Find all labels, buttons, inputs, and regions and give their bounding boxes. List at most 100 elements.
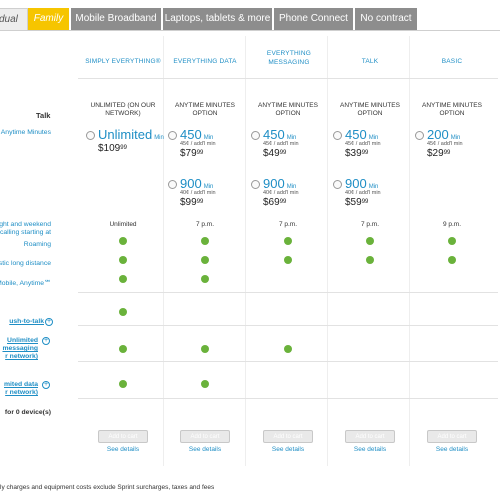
minutes-unit: Min bbox=[368, 135, 379, 141]
included-check-icon bbox=[201, 256, 209, 264]
plan-subheading: ANYTIME MINUTES OPTION bbox=[340, 102, 400, 117]
minutes-unit: Min bbox=[154, 135, 164, 141]
row-label-push-to-talk[interactable]: ush-to-talk bbox=[9, 318, 44, 325]
plan-subheading: UNLIMITED (ON OUR NETWORK) bbox=[90, 102, 156, 117]
plan-name-talk[interactable]: TALK bbox=[361, 58, 379, 65]
tab-label: Phone Connect bbox=[279, 13, 348, 24]
plan-name-everything-data[interactable]: EVERYTHING DATA bbox=[173, 58, 237, 65]
included-check-icon bbox=[448, 237, 456, 245]
row-label-unlimited-data[interactable]: mited data bbox=[4, 381, 38, 388]
additional-minute-rate: 45¢ / add'l min bbox=[263, 141, 299, 147]
plan-name-basic[interactable]: BASIC bbox=[441, 58, 463, 65]
plan-price-cents: 99 bbox=[196, 199, 204, 205]
see-details-link[interactable]: See details bbox=[188, 446, 222, 453]
included-check-icon bbox=[119, 380, 127, 388]
tab-label: dual bbox=[0, 14, 18, 25]
tab-phone-connect[interactable]: Phone Connect bbox=[274, 8, 354, 30]
minutes-amount: 450 bbox=[263, 127, 285, 142]
plan-price: $49 bbox=[263, 148, 280, 159]
row-label-devices: for 0 device(s) bbox=[4, 409, 51, 416]
included-check-icon bbox=[119, 275, 127, 283]
night-weekend-value: 9 p.m. bbox=[442, 221, 462, 228]
plan-price: $99 bbox=[180, 197, 197, 208]
plan-price: $59 bbox=[345, 197, 362, 208]
radio-button[interactable] bbox=[251, 131, 260, 140]
tab-no-contract[interactable]: No contract bbox=[355, 8, 418, 30]
add-to-cart-button[interactable]: Add to cart bbox=[263, 430, 313, 443]
divider bbox=[78, 361, 498, 362]
minutes-unit: Min bbox=[286, 184, 297, 190]
plan-price: $29 bbox=[427, 148, 444, 159]
night-weekend-value: 7 p.m. bbox=[195, 221, 215, 228]
included-check-icon bbox=[284, 237, 292, 245]
plan-subheading: ANYTIME MINUTES OPTION bbox=[258, 102, 318, 117]
included-check-icon bbox=[284, 256, 292, 264]
radio-button[interactable] bbox=[168, 131, 177, 140]
see-details-link[interactable]: See details bbox=[106, 446, 140, 453]
minutes-unit: Min bbox=[286, 135, 297, 141]
plan-name-everything-messaging[interactable]: EVERYTHING MESSAGING bbox=[266, 50, 312, 66]
expand-plus-icon[interactable]: + bbox=[42, 337, 50, 345]
tab-mobile-broadband[interactable]: Mobile Broadband bbox=[71, 8, 162, 30]
plan-name-simply-everything[interactable]: SIMPLY EVERYTHING® bbox=[85, 58, 161, 65]
expand-plus-icon[interactable]: + bbox=[42, 381, 50, 389]
included-check-icon bbox=[201, 237, 209, 245]
plan-price: $79 bbox=[180, 148, 197, 159]
tab-label: Family bbox=[33, 13, 64, 24]
radio-button[interactable] bbox=[415, 131, 424, 140]
included-check-icon bbox=[284, 345, 292, 353]
row-label-long-distance: stic long distance bbox=[0, 260, 51, 267]
included-check-icon bbox=[119, 237, 127, 245]
add-to-cart-button[interactable]: Add to cart bbox=[427, 430, 477, 443]
minutes-amount: 450 bbox=[180, 127, 202, 142]
plan-price-cents: 99 bbox=[279, 150, 287, 156]
minutes-unit: Min bbox=[203, 135, 214, 141]
included-check-icon bbox=[119, 345, 127, 353]
plan-subheading: ANYTIME MINUTES OPTION bbox=[422, 102, 482, 117]
radio-button[interactable] bbox=[168, 180, 177, 189]
tab-individual[interactable]: dual bbox=[0, 8, 28, 30]
divider bbox=[78, 292, 498, 293]
row-label-on-network[interactable]: r network) bbox=[5, 353, 38, 360]
divider bbox=[78, 398, 498, 399]
row-label-messaging[interactable]: messaging bbox=[2, 345, 38, 352]
add-to-cart-button[interactable]: Add to cart bbox=[180, 430, 230, 443]
radio-button[interactable] bbox=[333, 131, 342, 140]
minutes-amount: 900 bbox=[263, 176, 285, 191]
plan-price: $39 bbox=[345, 148, 362, 159]
tab-laptops-tablets[interactable]: Laptops, tablets & more bbox=[163, 8, 273, 30]
radio-button[interactable] bbox=[333, 180, 342, 189]
minutes-unit: Min bbox=[203, 184, 214, 190]
additional-minute-rate: 40¢ / add'l min bbox=[263, 190, 299, 196]
radio-button[interactable] bbox=[251, 180, 260, 189]
minutes-unit: Min bbox=[450, 135, 461, 141]
row-label-night-weekend: ght and weekend bbox=[0, 221, 51, 228]
plan-price-cents: 99 bbox=[443, 150, 451, 156]
included-check-icon bbox=[201, 345, 209, 353]
add-to-cart-button[interactable]: Add to cart bbox=[345, 430, 395, 443]
add-to-cart-button[interactable]: Add to cart bbox=[98, 430, 148, 443]
tab-family[interactable]: Family bbox=[28, 8, 70, 30]
radio-button[interactable] bbox=[86, 131, 95, 140]
included-check-icon bbox=[366, 256, 374, 264]
additional-minute-rate: 45¢ / add'l min bbox=[427, 141, 463, 147]
minutes-amount: Unlimited bbox=[98, 127, 153, 142]
see-details-link[interactable]: See details bbox=[435, 446, 469, 453]
plan-tabs: dual Family Mobile Broadband Laptops, ta… bbox=[0, 0, 500, 31]
row-label-roaming: Roaming bbox=[23, 241, 51, 248]
row-label-calling-starting: calling starting at bbox=[0, 229, 51, 236]
expand-plus-icon[interactable]: + bbox=[45, 318, 53, 326]
night-weekend-value: Unlimited bbox=[109, 221, 137, 228]
see-details-link[interactable]: See details bbox=[271, 446, 305, 453]
column-divider bbox=[409, 36, 410, 466]
plan-subheading: ANYTIME MINUTES OPTION bbox=[175, 102, 235, 117]
row-label-on-network[interactable]: r network) bbox=[5, 389, 38, 396]
row-label-unlimited-messaging[interactable]: Unlimited bbox=[7, 337, 38, 344]
plan-price: $69 bbox=[263, 197, 280, 208]
tab-label: Laptops, tablets & more bbox=[164, 13, 271, 24]
row-label-talk: Talk bbox=[36, 111, 51, 120]
minutes-unit: Min bbox=[368, 184, 379, 190]
see-details-link[interactable]: See details bbox=[353, 446, 387, 453]
column-divider bbox=[163, 36, 164, 466]
row-label-mobile-anytime: Mobile, Anytime℠ bbox=[0, 280, 51, 287]
